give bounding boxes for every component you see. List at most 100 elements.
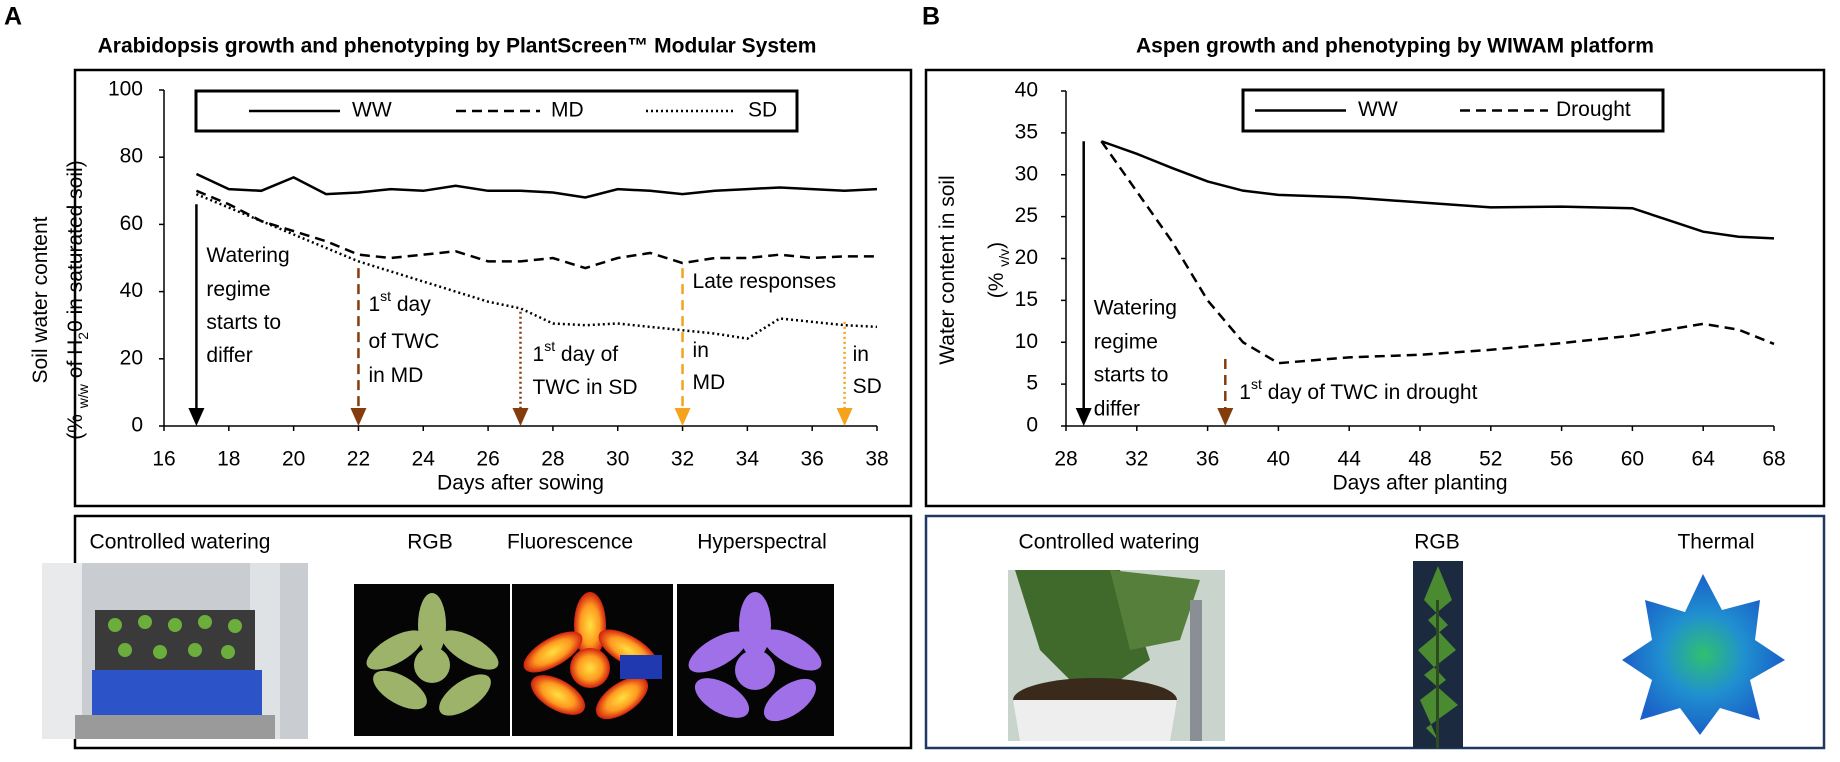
text-segment: Watering (206, 244, 289, 267)
chart-title: Aspen growth and phenotyping by WIWAM pl… (1136, 35, 1654, 58)
x-tick-label: 34 (736, 448, 760, 471)
legend-label: WW (1358, 98, 1398, 121)
arrow-head (1075, 408, 1092, 426)
legend-label: SD (748, 99, 777, 122)
x-tick-label: 36 (1196, 448, 1219, 471)
x-tick-label: 48 (1408, 448, 1431, 471)
text-segment: regime (206, 278, 270, 301)
y-tick-label: 0 (1026, 414, 1038, 437)
y-tick-label: 30 (1015, 162, 1038, 185)
y-axis-label: (% v/v) (985, 242, 1012, 298)
text-segment: starts to (1094, 363, 1169, 386)
text-segment: SD (853, 374, 882, 397)
x-tick-label: 16 (152, 448, 175, 471)
image-frame (924, 514, 1826, 750)
y-tick-label: 25 (1015, 204, 1038, 227)
y-tick-label: 15 (1015, 288, 1038, 311)
text-segment: MD (693, 371, 726, 394)
y-tick-label: 5 (1026, 372, 1038, 395)
image-fluorescence (512, 584, 673, 736)
text-segment: of TWC (368, 330, 439, 353)
y-tick-label: 0 (131, 414, 143, 437)
annotation-text: MD (693, 371, 726, 394)
y-tick-label: 60 (120, 212, 143, 235)
text-segment: Water content in soil (936, 175, 959, 364)
text-segment: w/w (75, 383, 91, 409)
text-segment: day (391, 293, 431, 316)
panel-label: A (4, 3, 22, 31)
image-caption: Fluorescence (507, 531, 633, 554)
y-axis-label: (% w/w of H20 in saturated soil) (64, 160, 91, 439)
arrow-head (1217, 408, 1234, 426)
text-segment: 1 (1239, 381, 1251, 404)
x-tick-label: 20 (282, 448, 305, 471)
text-segment: v/v (996, 249, 1012, 267)
x-tick-label: 44 (1338, 448, 1362, 471)
x-tick-label: 32 (671, 448, 694, 471)
panel-frame (924, 68, 1826, 508)
image-caption: Hyperspectral (697, 531, 827, 554)
y-tick-label: 35 (1015, 120, 1038, 143)
y-tick-label: 10 (1015, 330, 1038, 353)
x-tick-label: 38 (865, 448, 888, 471)
text-segment: regime (1094, 330, 1158, 353)
text-segment: Soil water content (29, 216, 52, 383)
panel-frame (73, 68, 913, 508)
y-tick-label: 100 (108, 78, 143, 101)
annotation-text: TWC in SD (533, 375, 638, 398)
text-segment: day of TWC in drought (1262, 381, 1478, 404)
text-segment: differ (1094, 397, 1140, 420)
x-tick-label: 40 (1267, 448, 1290, 471)
text-segment: Watering (1094, 296, 1177, 319)
x-axis-label: Days after planting (1332, 472, 1507, 495)
y-tick-label: 20 (120, 346, 143, 369)
arrow-head (512, 408, 529, 426)
series-line (1100, 140, 1775, 365)
text-segment: in (853, 342, 869, 365)
x-tick-label: 52 (1479, 448, 1502, 471)
text-segment: of H (64, 340, 87, 384)
text-segment: 1 (533, 342, 545, 365)
x-tick-label: 26 (476, 448, 499, 471)
annotation-text: in (693, 339, 709, 362)
photo-watering (42, 563, 308, 739)
photo-tree (1413, 561, 1463, 748)
text-segment: ) (985, 242, 1008, 249)
series-line (195, 193, 878, 340)
panel-label: B (922, 3, 940, 31)
legend-label: MD (551, 99, 584, 122)
y-tick-label: 40 (1015, 79, 1038, 102)
x-tick-label: 32 (1125, 448, 1148, 471)
text-segment: st (1251, 376, 1262, 392)
x-tick-label: 28 (1054, 448, 1077, 471)
x-tick-label: 24 (412, 448, 436, 471)
annotation-text: 1st day of TWC in drought (1239, 376, 1477, 404)
annotation-text: Watering (206, 244, 289, 267)
arrow-head (836, 408, 853, 426)
image-caption: Controlled watering (90, 531, 271, 554)
annotation-text: differ (1094, 397, 1140, 420)
text-segment: day of (555, 342, 618, 365)
x-tick-label: 60 (1621, 448, 1644, 471)
image-caption: Controlled watering (1019, 531, 1200, 554)
text-segment: starts to (206, 311, 281, 334)
annotation-text: regime (1094, 330, 1158, 353)
y-tick-label: 20 (1015, 246, 1038, 269)
text-segment: 2 (75, 332, 91, 340)
image-caption: RGB (407, 531, 453, 554)
image-caption: Thermal (1677, 531, 1754, 554)
annotation-text: in MD (368, 364, 423, 387)
text-segment: TWC in SD (533, 375, 638, 398)
image-thermal (1622, 574, 1785, 735)
x-tick-label: 36 (801, 448, 824, 471)
annotation-text: of TWC (368, 330, 439, 353)
x-tick-label: 18 (217, 448, 240, 471)
image-hyperspectral (677, 584, 834, 736)
text-segment: 0 in saturated soil) (64, 160, 87, 332)
legend-label: Drought (1556, 98, 1631, 121)
x-tick-label: 56 (1550, 448, 1573, 471)
y-tick-label: 40 (120, 279, 143, 302)
annotation-text: in (853, 342, 869, 365)
text-segment: in MD (368, 364, 423, 387)
